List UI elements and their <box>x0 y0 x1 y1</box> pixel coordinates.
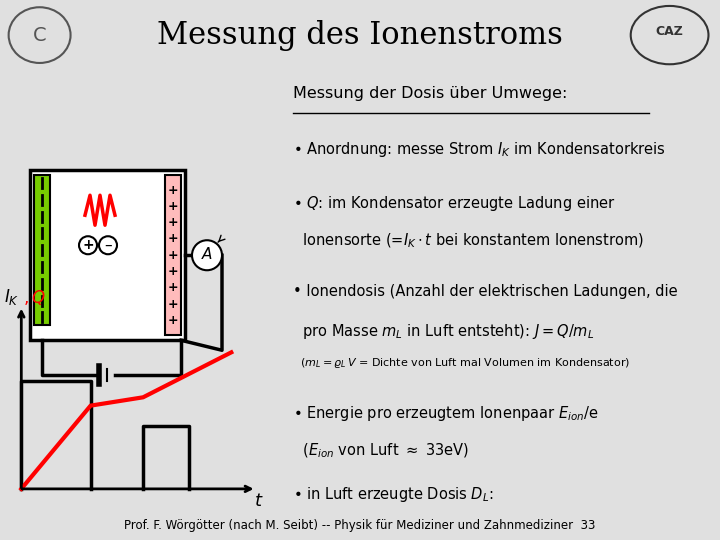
Text: +: + <box>168 265 179 278</box>
Text: C: C <box>33 25 46 45</box>
Text: $,Q$: $,Q$ <box>23 288 46 307</box>
Text: CAZ: CAZ <box>656 25 683 38</box>
Text: –: – <box>104 238 112 253</box>
Text: Ionensorte (=$\mathit{I}_K\cdot t$ bei konstantem Ionenstrom): Ionensorte (=$\mathit{I}_K\cdot t$ bei k… <box>293 232 644 250</box>
Text: +: + <box>168 200 179 213</box>
Circle shape <box>192 240 222 270</box>
Text: +: + <box>168 281 179 294</box>
Text: • Ionendosis (Anzahl der elektrischen Ladungen, die: • Ionendosis (Anzahl der elektrischen La… <box>293 284 678 299</box>
Text: +: + <box>168 184 179 197</box>
Text: • Energie pro erzeugtem Ionenpaar $E_{ion}$/e: • Energie pro erzeugtem Ionenpaar $E_{io… <box>293 404 598 423</box>
Text: A: A <box>202 247 212 262</box>
Text: $I_K$: $I_K$ <box>4 287 19 307</box>
Text: +: + <box>168 298 179 310</box>
Text: Prof. F. Wörgötter (nach M. Seibt) -- Physik für Mediziner und Zahnmediziner  33: Prof. F. Wörgötter (nach M. Seibt) -- Ph… <box>125 518 595 532</box>
Text: +: + <box>82 238 94 252</box>
Text: pro Masse $\mathit{m}_L$ in Luft entsteht): $J = Q/m_L$: pro Masse $\mathit{m}_L$ in Luft entsteh… <box>293 322 594 341</box>
Text: +: + <box>168 216 179 229</box>
Text: • $\mathit{Q}$: im Kondensator erzeugte Ladung einer: • $\mathit{Q}$: im Kondensator erzeugte … <box>293 194 616 213</box>
Text: +: + <box>168 314 179 327</box>
Bar <box>165 175 181 335</box>
Text: Messung des Ionenstroms: Messung des Ionenstroms <box>157 19 563 51</box>
Text: • in Luft erzeugte Dosis $D_L$:: • in Luft erzeugte Dosis $D_L$: <box>293 485 494 504</box>
Text: $t$: $t$ <box>253 492 264 510</box>
Text: +: + <box>168 233 179 246</box>
Text: • Anordnung: messe Strom $\mathit{I}_K$ im Kondensatorkreis: • Anordnung: messe Strom $\mathit{I}_K$ … <box>293 140 666 159</box>
Text: $D_L = J \cdot \dfrac{E_{ion}}{e} = \dfrac{Q \cdot E_{ion}}{m \cdot e}$: $D_L = J \cdot \dfrac{E_{ion}}{e} = \dfr… <box>405 539 575 540</box>
Bar <box>30 170 185 340</box>
Text: ($m_L = \varrho_L\,V$ = Dichte von Luft mal Volumen im Kondensator): ($m_L = \varrho_L\,V$ = Dichte von Luft … <box>293 356 630 370</box>
Text: +: + <box>168 249 179 262</box>
Text: Messung der Dosis über Umwege:: Messung der Dosis über Umwege: <box>293 86 567 101</box>
Text: ($E_{ion}$ von Luft $\approx$ 33eV): ($E_{ion}$ von Luft $\approx$ 33eV) <box>293 442 469 460</box>
Bar <box>34 175 50 325</box>
